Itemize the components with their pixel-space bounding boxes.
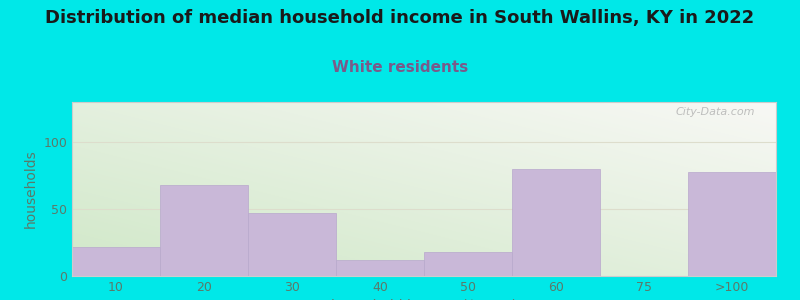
Bar <box>336 260 424 276</box>
X-axis label: household income ($1000): household income ($1000) <box>331 299 517 300</box>
Bar <box>160 185 248 276</box>
Bar <box>512 169 600 276</box>
Text: City-Data.com: City-Data.com <box>675 107 755 117</box>
Y-axis label: households: households <box>24 150 38 228</box>
Bar <box>72 247 160 276</box>
Text: Distribution of median household income in South Wallins, KY in 2022: Distribution of median household income … <box>46 9 754 27</box>
Bar <box>688 172 776 276</box>
Text: White residents: White residents <box>332 60 468 75</box>
Bar <box>248 213 336 276</box>
Bar <box>424 252 512 276</box>
